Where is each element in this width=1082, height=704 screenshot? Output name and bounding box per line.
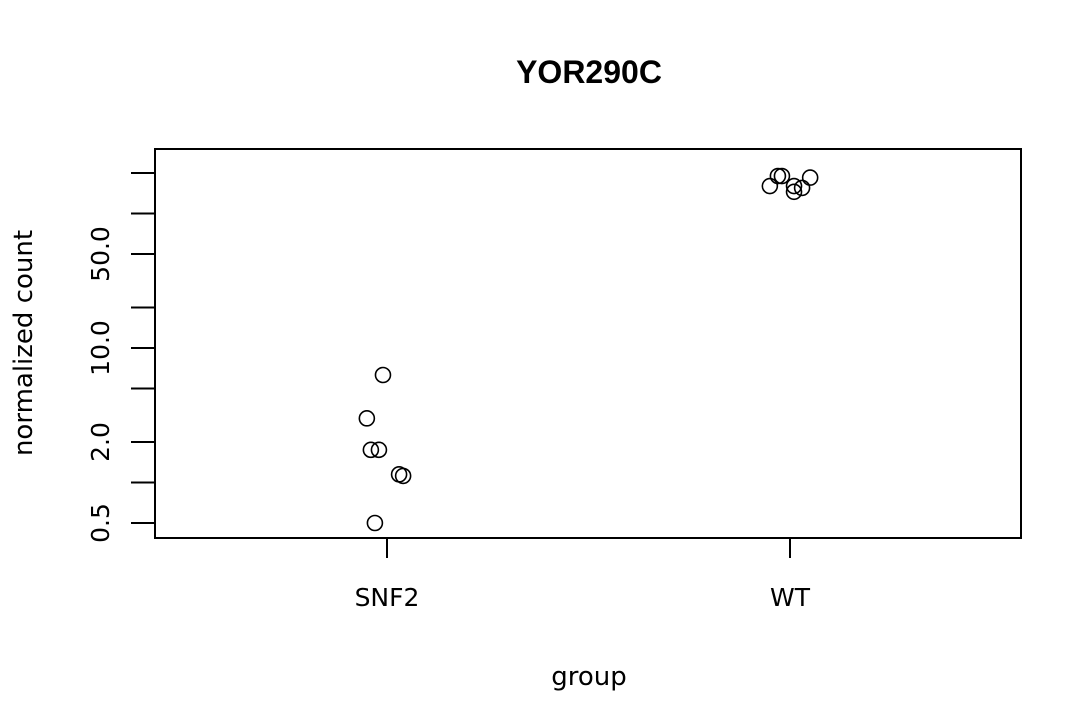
x-axis: SNF2 WT bbox=[355, 538, 811, 612]
data-point bbox=[785, 183, 803, 201]
data-point bbox=[358, 410, 376, 427]
y-tick-label: 0.5 bbox=[86, 503, 115, 543]
chart-title: YOR290C bbox=[516, 54, 662, 90]
data-point bbox=[801, 169, 819, 186]
y-axis: 0.5 2.0 10.0 50.0 bbox=[86, 172, 155, 543]
y-tick-label: 50.0 bbox=[86, 226, 115, 282]
data-point bbox=[370, 441, 388, 459]
data-point bbox=[769, 167, 787, 185]
x-tick-label: WT bbox=[770, 583, 811, 612]
x-tick-label: SNF2 bbox=[355, 583, 420, 612]
data-points bbox=[358, 167, 819, 532]
data-point bbox=[773, 167, 791, 185]
y-tick-label: 2.0 bbox=[86, 422, 115, 462]
y-axis-label: normalized count bbox=[9, 230, 39, 456]
plot-frame bbox=[154, 148, 1022, 539]
data-point bbox=[394, 467, 412, 485]
data-point bbox=[793, 179, 811, 197]
data-point bbox=[366, 514, 384, 532]
data-point bbox=[785, 177, 803, 195]
data-point bbox=[362, 441, 380, 459]
y-tick-label: 10.0 bbox=[86, 320, 115, 376]
x-axis-label: group bbox=[551, 662, 627, 692]
data-point bbox=[761, 177, 779, 195]
data-point bbox=[374, 366, 392, 384]
